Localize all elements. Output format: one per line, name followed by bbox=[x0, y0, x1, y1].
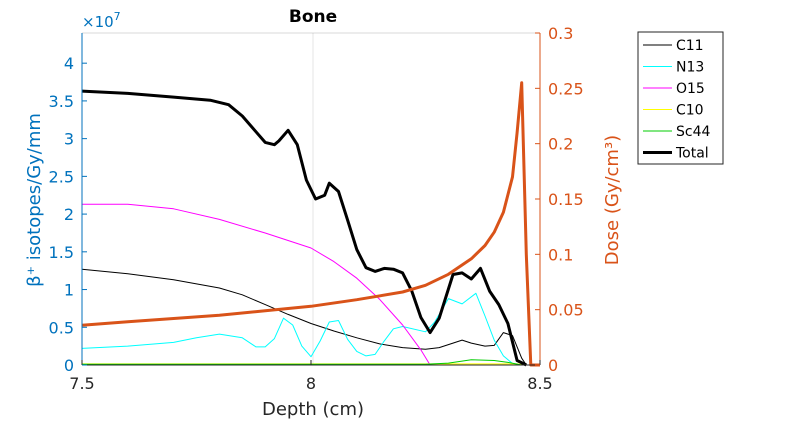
series-line-o15 bbox=[82, 203, 431, 366]
legend: C11 N13 O15 C10 Sc44 Total bbox=[637, 31, 724, 165]
series-layer bbox=[81, 81, 540, 367]
y-right-tick-label: 0.1 bbox=[548, 245, 573, 264]
y-axis-right-label: Dose (Gy/cm³) bbox=[602, 135, 623, 265]
chart-title: Bone bbox=[289, 7, 337, 27]
series-line-dose bbox=[81, 81, 540, 367]
y-left-tick-label: 2.5 bbox=[49, 167, 74, 186]
y-left-tick-label: 0.5 bbox=[49, 318, 74, 337]
series-line-c11 bbox=[81, 268, 527, 366]
y-left-tick-label: 1.5 bbox=[49, 243, 74, 262]
legend-box bbox=[637, 31, 724, 165]
legend-label-n13: N13 bbox=[676, 60, 704, 76]
legend-label-c10: C10 bbox=[676, 103, 704, 119]
y-left-tick-label: 1 bbox=[64, 281, 74, 300]
tick-layer: 7.5 8 8.500.511.522.533.5400.050.10.150.20… bbox=[49, 24, 584, 393]
x-tick-label: 8.5 bbox=[527, 374, 552, 393]
y-right-tick-label: 0.2 bbox=[548, 135, 573, 154]
y-left-tick-label: 0 bbox=[64, 356, 74, 375]
x-tick-label: 8 bbox=[306, 374, 316, 393]
y-right-tick-label: 0.3 bbox=[548, 24, 573, 43]
y-left-tick-label: 4 bbox=[64, 54, 74, 73]
legend-label-total: Total bbox=[675, 146, 709, 162]
series-line-sc44 bbox=[82, 359, 522, 366]
y-right-tick-label: 0 bbox=[548, 356, 558, 375]
y-right-tick-label: 0.15 bbox=[548, 190, 584, 209]
series-line-total bbox=[81, 89, 527, 367]
y-right-tick-label: 0.25 bbox=[548, 79, 584, 98]
x-axis-label: Depth (cm) bbox=[262, 399, 364, 420]
y-left-exponent-base: ×10 bbox=[82, 13, 114, 31]
legend-label-c11: C11 bbox=[676, 38, 704, 54]
y-left-tick-label: 2 bbox=[64, 205, 74, 224]
y-left-exponent: ×107 bbox=[82, 10, 121, 31]
legend-items: C11 N13 O15 C10 Sc44 Total bbox=[643, 38, 710, 162]
plot-area bbox=[82, 33, 540, 365]
y-right-tick-label: 0.05 bbox=[548, 301, 584, 320]
x-tick-label: 7.5 bbox=[69, 374, 94, 393]
legend-label-o15: O15 bbox=[676, 81, 705, 97]
y-left-tick-label: 3 bbox=[64, 130, 74, 149]
series-line-n13 bbox=[81, 292, 522, 366]
y-left-tick-label: 3.5 bbox=[49, 92, 74, 111]
y-left-exponent-power: 7 bbox=[114, 10, 121, 23]
y-axis-left-label: β⁺ isotopes/Gy/mm bbox=[24, 113, 45, 287]
legend-label-sc44: Sc44 bbox=[676, 124, 710, 140]
